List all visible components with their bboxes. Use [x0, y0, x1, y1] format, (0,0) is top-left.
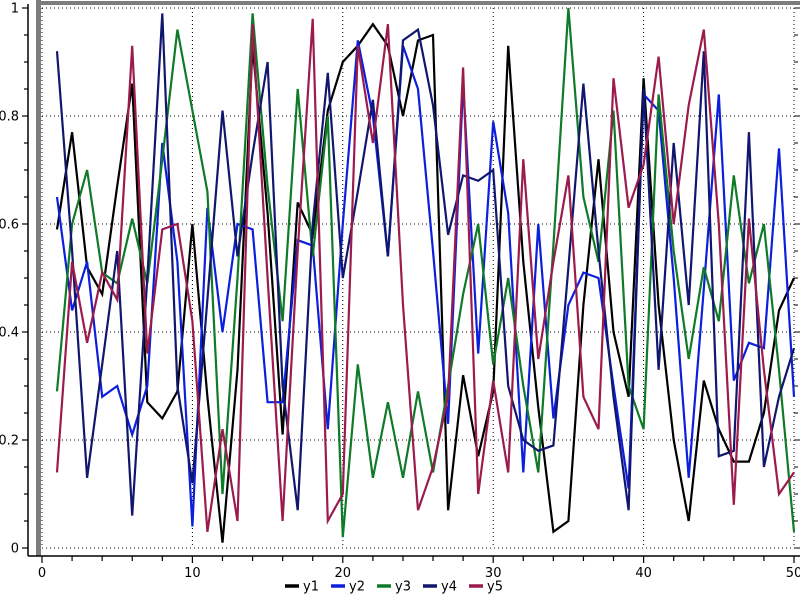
legend-label-y2: y2: [349, 580, 365, 595]
legend-label-y4: y4: [441, 580, 457, 595]
legend-label-y3: y3: [395, 580, 411, 595]
series-line-y3: [55, 7, 796, 538]
x-axis-tick-label: 0: [38, 566, 46, 581]
x-axis-tick-label: 20: [335, 566, 352, 581]
y-axis-tick-label: 0.8: [0, 110, 19, 125]
legend-label-y5: y5: [487, 580, 503, 595]
series-line-y1: [55, 22, 795, 543]
series-line-y4: [55, 13, 796, 516]
legend-label-y1: y1: [303, 580, 319, 595]
y-axis-tick-label: 0.2: [0, 434, 19, 449]
x-axis-tick-label: 50: [786, 566, 800, 581]
series-line-y5: [55, 18, 795, 532]
x-axis-tick-label: 30: [485, 566, 502, 581]
y-axis-tick-label: 0.4: [0, 326, 19, 341]
series-line-y2: [55, 40, 796, 527]
x-axis-tick-label: 40: [635, 566, 652, 581]
y-axis-tick-label: 0.6: [0, 218, 19, 233]
bevel-border-top: [36, 1, 800, 5]
y-axis-tick-label: 1: [11, 2, 19, 17]
x-axis-tick-label: 10: [184, 566, 201, 581]
bevel-border-left: [36, 0, 41, 556]
y-axis-tick-label: 0: [11, 542, 19, 557]
